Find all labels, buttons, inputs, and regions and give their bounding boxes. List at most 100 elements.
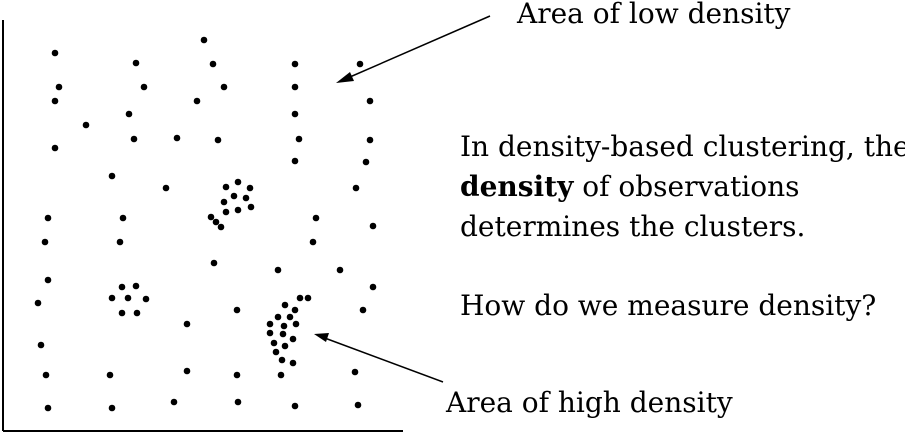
data-point — [278, 356, 286, 364]
low-density-label: Area of low density — [517, 0, 791, 30]
data-point — [132, 59, 140, 67]
data-point — [289, 359, 297, 367]
data-point — [170, 398, 178, 406]
arrow-high-density — [314, 333, 444, 383]
description-text: In density-based clustering, the density… — [460, 127, 905, 247]
data-point — [118, 283, 126, 291]
data-point — [214, 136, 222, 144]
data-point — [106, 371, 114, 379]
data-point — [286, 313, 294, 321]
data-point — [359, 306, 367, 314]
data-point — [312, 214, 320, 222]
data-point — [51, 97, 59, 105]
data-point — [295, 135, 303, 143]
data-point — [274, 266, 282, 274]
data-point — [309, 238, 317, 246]
data-point — [266, 329, 274, 337]
data-point — [292, 320, 300, 328]
data-point — [291, 83, 299, 91]
data-point — [281, 301, 289, 309]
data-point — [291, 110, 299, 118]
data-point — [51, 49, 59, 57]
data-point — [270, 339, 278, 347]
high-density-label: Area of high density — [446, 386, 733, 419]
data-point — [200, 36, 208, 44]
arrow-low-density — [336, 15, 491, 83]
data-point — [133, 309, 141, 317]
data-point — [34, 299, 42, 307]
data-point — [230, 192, 238, 200]
data-point — [272, 348, 280, 356]
data-point — [222, 183, 230, 191]
description-line-1: In density-based clustering, the — [460, 130, 905, 163]
data-point — [247, 203, 255, 211]
data-point — [234, 206, 242, 214]
data-point — [352, 184, 360, 192]
data-point — [291, 402, 299, 410]
data-point — [274, 313, 282, 321]
data-point — [142, 295, 150, 303]
data-point — [362, 158, 370, 166]
data-point — [212, 218, 220, 226]
data-point — [266, 320, 274, 328]
data-point — [108, 404, 116, 412]
data-point — [118, 309, 126, 317]
data-point — [42, 371, 50, 379]
data-point — [291, 306, 299, 314]
data-point — [304, 294, 312, 302]
data-point — [44, 214, 52, 222]
data-point — [233, 371, 241, 379]
data-point — [336, 266, 344, 274]
data-point — [291, 157, 299, 165]
data-point — [209, 60, 217, 68]
data-point — [51, 144, 59, 152]
question-text: How do we measure density? — [460, 289, 877, 322]
density-keyword: density — [460, 170, 574, 203]
data-point — [108, 172, 116, 180]
data-point — [173, 134, 181, 142]
data-point — [366, 97, 374, 105]
data-point — [116, 238, 124, 246]
data-point — [220, 83, 228, 91]
data-point — [193, 97, 201, 105]
data-point — [140, 83, 148, 91]
data-point — [351, 368, 359, 376]
data-point — [55, 83, 63, 91]
data-point — [108, 294, 116, 302]
data-point — [234, 398, 242, 406]
data-point — [210, 259, 218, 267]
description-line-2-rest: of observations — [573, 170, 800, 203]
description-line-2: density of observations — [460, 167, 905, 207]
data-point — [183, 320, 191, 328]
data-point — [183, 367, 191, 375]
data-point — [44, 404, 52, 412]
data-point — [44, 276, 52, 284]
data-point — [220, 198, 228, 206]
data-point — [37, 341, 45, 349]
data-point — [296, 294, 304, 302]
data-point — [234, 178, 242, 186]
data-point — [130, 135, 138, 143]
data-points — [34, 36, 377, 412]
data-point — [162, 184, 170, 192]
data-point — [132, 282, 140, 290]
data-point — [242, 194, 250, 202]
data-point — [82, 121, 90, 129]
data-point — [233, 306, 241, 314]
data-point — [289, 335, 297, 343]
data-point — [369, 283, 377, 291]
data-point — [356, 60, 364, 68]
data-point — [354, 401, 362, 409]
data-point — [217, 223, 225, 231]
data-point — [207, 213, 215, 221]
description-line-3: determines the clusters. — [460, 210, 806, 243]
data-point — [280, 322, 288, 330]
data-point — [277, 371, 285, 379]
data-point — [366, 136, 374, 144]
data-point — [281, 342, 289, 350]
data-point — [369, 222, 377, 230]
data-point — [125, 110, 133, 118]
data-point — [279, 330, 287, 338]
